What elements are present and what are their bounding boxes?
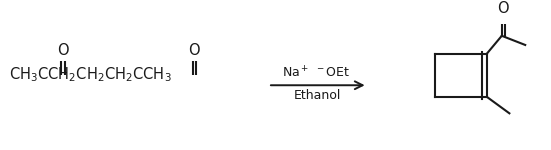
Text: Na$^+$ $^-$OEt: Na$^+$ $^-$OEt	[282, 66, 350, 81]
Text: O: O	[57, 43, 69, 58]
Text: $\mathregular{CH_3CCH_2CH_2CH_2CCH_3}$: $\mathregular{CH_3CCH_2CH_2CH_2CCH_3}$	[9, 65, 172, 84]
Text: Ethanol: Ethanol	[294, 89, 342, 102]
Text: O: O	[188, 43, 200, 58]
Text: O: O	[498, 1, 509, 16]
